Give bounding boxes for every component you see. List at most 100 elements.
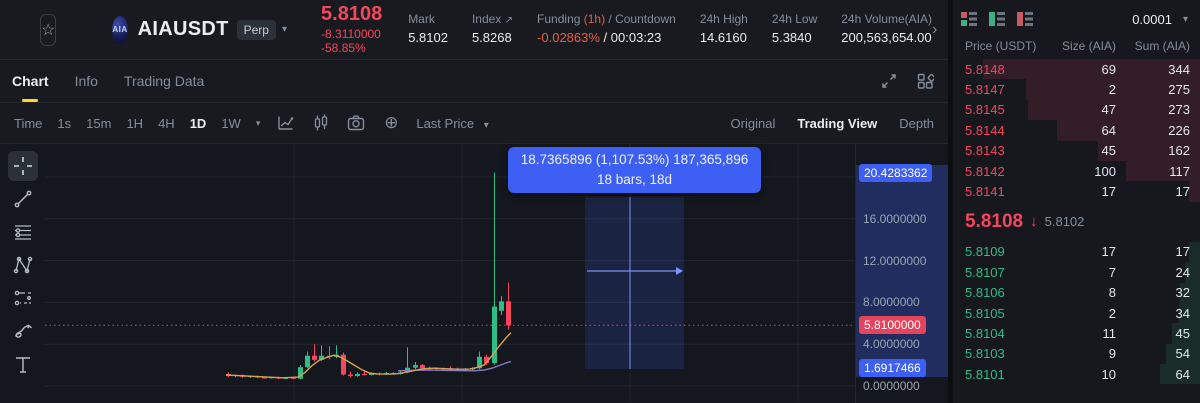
stat-24h-volume: 24h Volume(AIA) 200,563,654.00	[841, 12, 932, 46]
drawing-toolbar	[0, 144, 45, 403]
bid-row[interactable]: 5.8105 2 34	[953, 302, 1200, 324]
symbol-header: ☆ AIA AIAUSDT Perp ▾ 5.8108 -8.3110000 -…	[0, 0, 973, 60]
stat-value: 5.8102	[408, 29, 448, 45]
expand-icon[interactable]	[880, 72, 898, 90]
interval-1d[interactable]: 1D	[189, 115, 207, 131]
interval-1s[interactable]: 1s	[57, 115, 72, 131]
depth-bar	[1097, 140, 1200, 161]
book-view-asks-icon[interactable]	[1017, 12, 1033, 26]
add-indicator-icon[interactable]: ⊕	[384, 113, 399, 132]
tab-trading-data[interactable]: Trading Data	[123, 73, 205, 89]
ask-row[interactable]: 5.8142 100 117	[953, 160, 1200, 182]
tab-chart[interactable]: Chart	[12, 60, 49, 102]
order-size: 2	[1108, 305, 1116, 321]
price-axis[interactable]: 20.4283362 16.0000000 12.0000000 8.0000000 5…	[855, 144, 948, 403]
trend-line-tool[interactable]	[8, 184, 38, 214]
symbol-selector[interactable]: AIAUSDT Perp ▾	[138, 18, 287, 41]
tick-size-select[interactable]: 0.0001 ▾	[1132, 12, 1188, 27]
ask-row[interactable]: 5.8143 45 162	[953, 140, 1200, 161]
bid-row[interactable]: 5.8107 7 24	[953, 262, 1200, 283]
candle-body	[298, 367, 303, 379]
camera-icon[interactable]	[346, 113, 366, 133]
funding-label: Funding (1h) / Countdown	[537, 12, 676, 27]
ask-row[interactable]: 5.8141 17 17	[953, 181, 1200, 202]
candle-body	[420, 365, 425, 369]
main-panel: ☆ AIA AIAUSDT Perp ▾ 5.8108 -8.3110000 -…	[0, 0, 948, 403]
stat-funding: Funding (1h) / Countdown -0.02863% / 00:…	[537, 12, 676, 46]
layout-grid-icon[interactable]	[916, 72, 934, 90]
chevron-down-icon: ▾	[281, 24, 288, 35]
bid-row[interactable]: 5.8109 17 17	[953, 241, 1200, 263]
order-price: 5.8141	[965, 184, 1005, 200]
interval-15m[interactable]: 15m	[86, 115, 112, 131]
ask-row[interactable]: 5.8147 2 275	[953, 79, 1200, 100]
candle-body	[506, 301, 511, 326]
bid-row[interactable]: 5.8101 10 64	[953, 364, 1200, 385]
bid-row[interactable]: 5.8106 8 32	[953, 282, 1200, 303]
price-mode-select[interactable]: Last Price ▾	[416, 115, 489, 131]
crosshair-icon	[13, 157, 32, 175]
stat-index[interactable]: Index ↗ 5.8268	[472, 12, 513, 46]
interval-time[interactable]: Time	[14, 115, 43, 131]
order-book-controls: 0.0001 ▾	[953, 2, 1200, 36]
symbol-name: AIAUSDT	[137, 18, 229, 40]
axis-label: 16.0000000	[863, 211, 927, 226]
ask-row[interactable]: 5.8145 47 273	[953, 99, 1200, 121]
asks-list: 5.8148 69 344 5.8147 2 275 5.8145 47 273 5.8144 64…	[953, 59, 1200, 202]
book-mark-price[interactable]: 5.8102	[1044, 214, 1085, 230]
order-size: 64	[1101, 122, 1116, 138]
indicator-candles-icon[interactable]	[311, 113, 331, 133]
interval-1h[interactable]: 1H	[126, 115, 144, 131]
order-size: 9	[1108, 346, 1116, 362]
favorite-button[interactable]: ☆	[40, 13, 57, 46]
xabcd-pattern-tool[interactable]	[8, 250, 38, 280]
market-type-badge: Perp	[236, 19, 276, 40]
ask-row[interactable]: 5.8148 69 344	[953, 59, 1200, 80]
candle-body	[484, 356, 489, 364]
order-sum: 226	[1168, 122, 1190, 138]
chart-style-icon[interactable]	[276, 113, 296, 133]
interval-caret-icon[interactable]: ▾	[255, 117, 261, 128]
order-price: 5.8103	[965, 346, 1005, 362]
panel-divider	[948, 0, 953, 403]
tab-info[interactable]: Info	[74, 73, 98, 89]
depth-bar	[1057, 120, 1200, 141]
chevron-right-icon[interactable]: ›	[931, 20, 938, 38]
external-link-icon: ↗	[504, 15, 514, 27]
book-view-bids-icon[interactable]	[989, 12, 1005, 26]
order-size: 17	[1101, 244, 1116, 260]
view-original[interactable]: Original	[730, 115, 776, 131]
chart-toolbar: Time 1s 15m 1H 4H 1D 1W ▾	[0, 103, 948, 144]
text-icon	[15, 357, 30, 373]
order-size: 10	[1101, 366, 1116, 382]
chart-canvas[interactable]: 18.7365896 (1,107.53%) 187,365,896 18 ba…	[45, 144, 855, 402]
order-sum: 162	[1168, 143, 1190, 159]
order-size: 7	[1108, 264, 1116, 280]
ask-row[interactable]: 5.8144 64 226	[953, 120, 1200, 141]
bid-row[interactable]: 5.8103 9 54	[953, 343, 1200, 365]
brush-tool[interactable]	[8, 316, 38, 346]
bids-list: 5.8109 17 17 5.8107 7 24 5.8106 8 32 5.8105 2 34 5.8…	[953, 241, 1200, 385]
bid-row[interactable]: 5.8104 11 45	[953, 323, 1200, 344]
view-depth[interactable]: Depth	[899, 115, 934, 131]
order-price: 5.8143	[965, 143, 1005, 159]
crosshair-tool[interactable]	[7, 151, 38, 181]
chart-view-switch: Original Trading View Depth	[731, 116, 934, 131]
main-tabs: Chart Info Trading Data	[0, 60, 948, 103]
axis-label: 4.0000000	[863, 337, 920, 352]
order-size: 2	[1108, 82, 1116, 98]
chevron-down-icon: ▾	[483, 119, 489, 131]
interval-1w[interactable]: 1W	[221, 115, 241, 131]
interval-4h[interactable]: 4H	[158, 115, 175, 131]
candle-body	[492, 306, 497, 364]
stat-label: 24h High	[699, 12, 748, 27]
text-tool[interactable]	[8, 349, 38, 379]
position-tool[interactable]	[8, 283, 38, 313]
view-tradingview[interactable]: Trading View	[797, 115, 878, 131]
brush-icon	[14, 324, 32, 338]
order-book-panel: 0.0001 ▾ Price (USDT) Size (AIA) Sum (AI…	[953, 0, 1200, 403]
candle-body	[291, 377, 296, 379]
fib-retracement-tool[interactable]	[8, 217, 38, 247]
book-view-both-icon[interactable]	[961, 12, 977, 26]
